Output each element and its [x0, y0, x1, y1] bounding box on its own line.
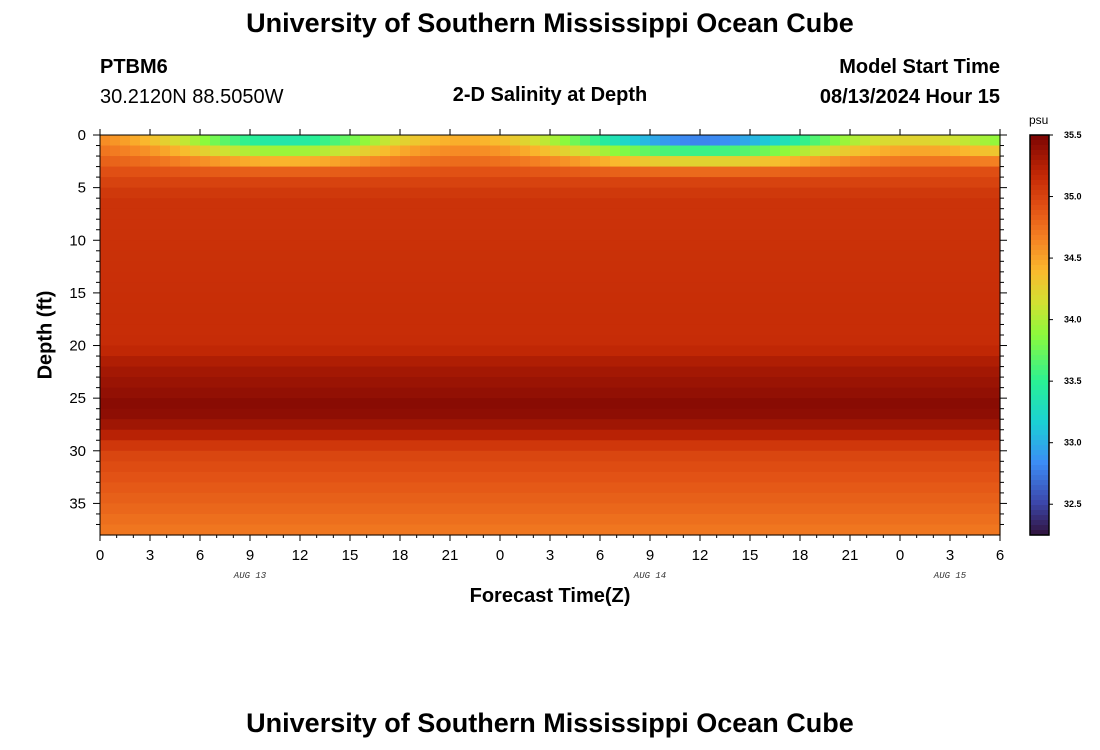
y-tick-label: 20: [69, 338, 86, 355]
station-id: PTBM6: [100, 56, 168, 78]
x-tick-label: 21: [442, 547, 459, 564]
date-label: AUG 13: [233, 571, 267, 581]
x-tick-label: 3: [146, 547, 154, 564]
x-tick-label: 6: [996, 547, 1004, 564]
station-coordinates: 30.2120N 88.5050W: [100, 86, 284, 108]
x-tick-label: 21: [842, 547, 859, 564]
x-tick-label: 18: [792, 547, 809, 564]
colorbar-tick-label: 35.5: [1064, 130, 1082, 140]
colorbar-tick-label: 32.5: [1064, 499, 1082, 509]
page-title-bottom: University of Southern Mississippi Ocean…: [246, 708, 854, 738]
y-tick-label: 15: [69, 285, 86, 302]
colorbar-tick-label: 34.5: [1064, 253, 1082, 263]
x-axis-title: Forecast Time(Z): [469, 585, 631, 607]
y-tick-label: 0: [78, 127, 86, 144]
y-tick-label: 30: [69, 443, 86, 460]
x-tick-label: 9: [246, 547, 254, 564]
colorbar-tick-label: 34.0: [1064, 315, 1082, 325]
y-tick-label: 10: [69, 232, 86, 249]
x-tick-label: 3: [946, 547, 954, 564]
heatmap-cells: [100, 135, 1001, 536]
date-label: AUG 15: [933, 571, 967, 581]
x-axis: 0 3 6 9 12 15 18 21 0 3 6 9 12 15 18 21 0 3 6 AUG 13 AUG 14 A…: [96, 129, 1004, 581]
y-tick-label: 5: [78, 180, 86, 197]
y-axis: 0 5 10 15 20 25 30 35: [69, 127, 1007, 525]
x-tick-label: 0: [896, 547, 904, 564]
colorbar-tick-label: 33.0: [1064, 438, 1082, 448]
colorbar-tick-label: 35.0: [1064, 192, 1082, 202]
x-tick-label: 0: [496, 547, 504, 564]
x-tick-label: 6: [596, 547, 604, 564]
y-tick-label: 25: [69, 390, 86, 407]
model-start-label: Model Start Time: [839, 56, 1000, 78]
x-tick-label: 12: [692, 547, 709, 564]
colorbar-unit-label: psu: [1029, 113, 1049, 127]
x-tick-label: 15: [342, 547, 359, 564]
y-tick-label: 35: [69, 495, 86, 512]
plot-title: 2-D Salinity at Depth: [452, 84, 648, 106]
x-tick-label: 0: [96, 547, 104, 564]
date-label: AUG 14: [633, 571, 666, 581]
x-tick-label: 6: [196, 547, 204, 564]
x-tick-label: 9: [646, 547, 654, 564]
colorbar: 32.5 33.0 33.5 34.0 34.5 35.0 35.5: [1029, 130, 1082, 536]
colorbar-frame: [1029, 134, 1050, 536]
x-tick-label: 12: [292, 547, 309, 564]
page-title-top: University of Southern Mississippi Ocean…: [246, 8, 854, 38]
x-tick-label: 18: [392, 547, 409, 564]
colorbar-tick-label: 33.5: [1064, 376, 1082, 386]
x-tick-label: 15: [742, 547, 759, 564]
model-start-value: 08/13/2024 Hour 15: [819, 86, 1000, 108]
y-axis-title: Depth (ft): [34, 290, 57, 380]
x-tick-label: 3: [546, 547, 554, 564]
